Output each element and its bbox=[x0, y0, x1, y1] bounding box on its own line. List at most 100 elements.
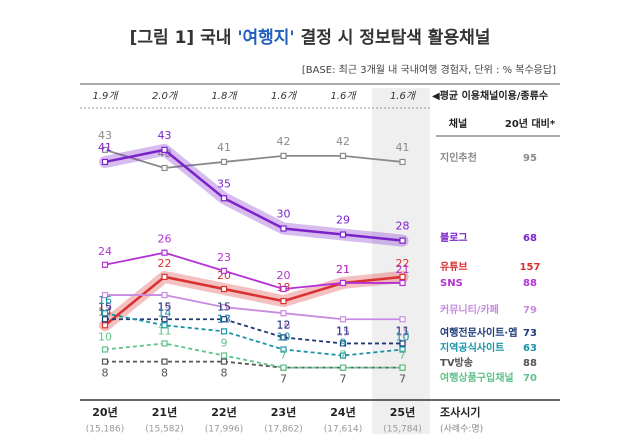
point-marker bbox=[220, 328, 228, 335]
x-tick-label: 25년 bbox=[390, 405, 415, 419]
data-label: 16 bbox=[98, 294, 112, 307]
data-label: 21 bbox=[336, 263, 350, 276]
point-marker bbox=[101, 310, 109, 317]
data-label: 8 bbox=[161, 367, 168, 380]
data-label: 29 bbox=[336, 214, 350, 227]
data-label: 24 bbox=[98, 245, 112, 258]
legend-name: 커뮤니티/카페 bbox=[440, 303, 499, 316]
point-marker bbox=[220, 304, 228, 311]
data-label: 8 bbox=[221, 367, 228, 380]
point-marker bbox=[280, 346, 287, 353]
legend-change: 70 bbox=[523, 373, 537, 384]
data-label: 10 bbox=[98, 331, 112, 344]
data-label: 42 bbox=[277, 135, 291, 148]
point-marker bbox=[339, 352, 347, 359]
data-label: 20 bbox=[277, 269, 291, 282]
data-label: 41 bbox=[217, 141, 231, 154]
average-label: 1.9개 bbox=[92, 90, 119, 102]
data-label: 7 bbox=[340, 373, 347, 386]
sample-size: (17,996) bbox=[205, 425, 244, 434]
legend-change: 73 bbox=[523, 328, 537, 339]
x-axis-label: 조사시기 bbox=[440, 405, 480, 419]
average-label: 1.6개 bbox=[390, 90, 417, 102]
data-label: 43 bbox=[98, 129, 112, 142]
sample-size: (15,582) bbox=[145, 425, 184, 434]
point-marker bbox=[280, 334, 287, 341]
legend-name: 여행상품구입채널 bbox=[440, 371, 514, 384]
series-line bbox=[104, 148, 403, 169]
point-marker bbox=[339, 316, 347, 323]
data-label: 42 bbox=[336, 135, 350, 148]
legend-name: 블로그 bbox=[440, 232, 468, 244]
series-line bbox=[104, 312, 403, 357]
point-marker bbox=[101, 291, 109, 299]
series-line bbox=[105, 360, 403, 369]
data-label: 15 bbox=[217, 300, 231, 313]
point-marker bbox=[280, 152, 287, 159]
data-label: 26 bbox=[158, 233, 172, 246]
legend-change: 88 bbox=[523, 358, 537, 369]
point-marker bbox=[220, 158, 228, 166]
point-marker bbox=[220, 316, 228, 323]
point-marker bbox=[220, 285, 228, 293]
point-marker bbox=[280, 298, 287, 305]
point-marker bbox=[399, 340, 406, 347]
point-marker bbox=[161, 340, 168, 347]
point-marker bbox=[101, 158, 109, 166]
series-line bbox=[105, 318, 403, 345]
data-label: 9 bbox=[340, 337, 347, 350]
sample-size: (17,614) bbox=[324, 425, 363, 434]
data-label: 30 bbox=[277, 208, 291, 221]
series-line bbox=[104, 275, 403, 327]
legend-name: SNS bbox=[440, 278, 463, 289]
data-label: 8 bbox=[102, 367, 109, 380]
legend-name: 여행전문사이트·앱 bbox=[440, 326, 517, 339]
data-label: 35 bbox=[217, 177, 231, 190]
data-label: 14 bbox=[158, 306, 172, 319]
point-marker bbox=[161, 358, 168, 365]
point-marker bbox=[161, 249, 168, 256]
point-marker bbox=[101, 316, 109, 323]
legend-change: 79 bbox=[523, 305, 537, 316]
data-label: 7 bbox=[280, 349, 287, 362]
data-label: 15 bbox=[396, 325, 410, 338]
average-label: 2.0개 bbox=[152, 90, 179, 102]
data-label: 19 bbox=[158, 301, 172, 314]
point-marker bbox=[399, 364, 406, 371]
point-marker bbox=[220, 358, 228, 365]
average-label: 1.8개 bbox=[211, 90, 238, 102]
legend-change: 63 bbox=[523, 343, 537, 354]
point-marker bbox=[220, 352, 228, 359]
data-label: 7 bbox=[280, 373, 287, 386]
legend-change: 68 bbox=[523, 233, 537, 244]
data-label: 7 bbox=[399, 349, 406, 362]
data-label: 41 bbox=[98, 141, 112, 154]
data-label: 21 bbox=[396, 263, 410, 276]
data-label: 15 bbox=[336, 325, 350, 338]
data-label: 7 bbox=[340, 349, 347, 362]
data-label: 15 bbox=[158, 300, 172, 313]
averages-label: ◀평균 이용채널이용/종류수 bbox=[432, 89, 548, 102]
x-tick-label: 23년 bbox=[271, 405, 296, 419]
title-part: [그림 1] 국내 bbox=[130, 28, 238, 48]
x-tick-label: 22년 bbox=[211, 405, 236, 419]
point-marker bbox=[399, 237, 406, 244]
point-marker bbox=[399, 273, 406, 280]
legend-name: 지역공식사이트 bbox=[440, 341, 504, 354]
legend-header: 채널 bbox=[449, 117, 467, 130]
data-label: 9 bbox=[221, 337, 228, 350]
point-marker bbox=[101, 322, 109, 329]
point-marker bbox=[161, 316, 168, 323]
data-label: 21 bbox=[336, 263, 350, 276]
point-marker bbox=[161, 322, 168, 329]
data-label: 10 bbox=[277, 331, 291, 344]
point-marker bbox=[399, 316, 406, 323]
subtitle: [BASE: 최근 3개월 내 국내여행 경험자, 단위 : % 복수응답] bbox=[302, 63, 556, 76]
point-marker bbox=[101, 146, 109, 153]
data-label: 43 bbox=[158, 129, 172, 142]
data-label: 28 bbox=[396, 220, 410, 233]
series-line bbox=[105, 294, 403, 321]
point-marker bbox=[220, 267, 228, 274]
legend-header: 20년 대비* bbox=[505, 117, 556, 130]
data-label: 22 bbox=[396, 257, 410, 270]
